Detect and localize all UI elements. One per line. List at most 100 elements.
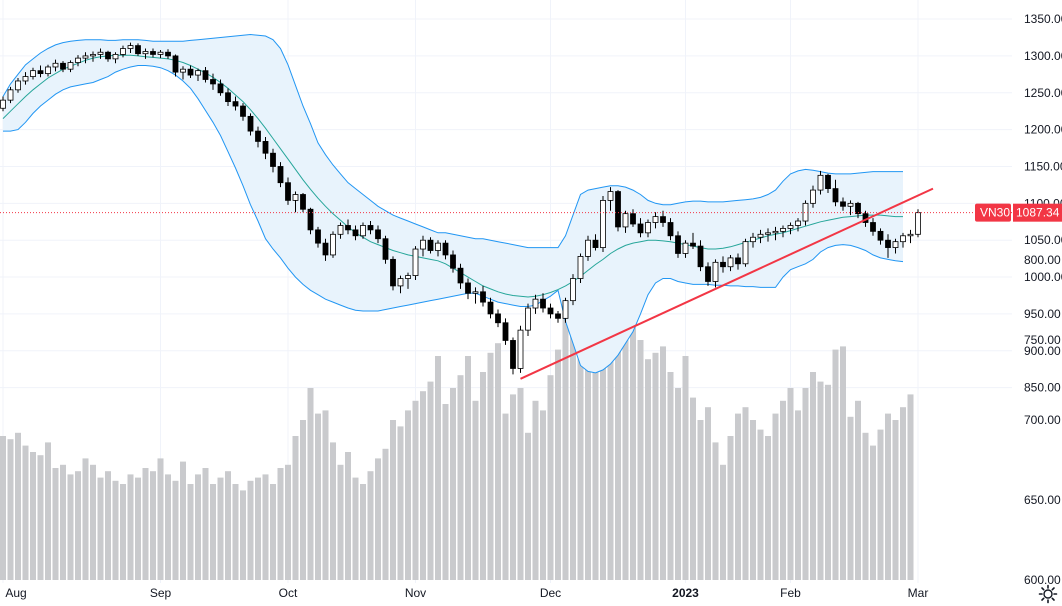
candle[interactable] bbox=[727, 254, 734, 272]
candle[interactable] bbox=[352, 225, 359, 241]
candle[interactable] bbox=[7, 86, 14, 104]
candle[interactable] bbox=[217, 79, 224, 96]
candle[interactable] bbox=[202, 66, 209, 83]
candle[interactable] bbox=[112, 52, 119, 64]
candle[interactable] bbox=[652, 212, 659, 229]
candle[interactable] bbox=[322, 238, 329, 261]
candle[interactable] bbox=[892, 238, 899, 254]
candle[interactable] bbox=[555, 310, 561, 323]
candle[interactable] bbox=[367, 221, 374, 235]
candle[interactable] bbox=[52, 59, 59, 72]
candle[interactable] bbox=[420, 235, 426, 257]
candle[interactable] bbox=[180, 66, 186, 80]
candle[interactable] bbox=[810, 185, 816, 208]
candle[interactable] bbox=[675, 231, 681, 258]
candle[interactable] bbox=[787, 222, 794, 235]
candle[interactable] bbox=[300, 193, 306, 213]
candle[interactable] bbox=[540, 293, 546, 313]
candle[interactable] bbox=[825, 173, 831, 194]
candle[interactable] bbox=[780, 225, 786, 238]
candle[interactable] bbox=[577, 253, 584, 283]
candle[interactable] bbox=[915, 209, 921, 238]
candle[interactable] bbox=[37, 65, 44, 78]
candle[interactable] bbox=[150, 48, 156, 58]
candle[interactable] bbox=[622, 210, 629, 233]
candle[interactable] bbox=[750, 232, 756, 248]
candle[interactable] bbox=[232, 96, 239, 111]
candle[interactable] bbox=[142, 48, 149, 59]
candle[interactable] bbox=[667, 218, 674, 241]
candle[interactable] bbox=[772, 226, 779, 241]
candle[interactable] bbox=[480, 285, 486, 307]
candle[interactable] bbox=[90, 51, 96, 62]
candle[interactable] bbox=[165, 49, 171, 59]
candle[interactable] bbox=[45, 64, 51, 77]
price-axis[interactable]: 1350.001300.001250.001200.001150.001100.… bbox=[1024, 12, 1062, 587]
candle[interactable] bbox=[465, 278, 471, 300]
candle[interactable] bbox=[442, 240, 449, 260]
candle[interactable] bbox=[510, 337, 516, 375]
candle[interactable] bbox=[450, 250, 456, 273]
candle[interactable] bbox=[397, 275, 404, 294]
candle[interactable] bbox=[765, 228, 771, 242]
candle[interactable] bbox=[127, 42, 134, 53]
candle[interactable] bbox=[240, 103, 246, 121]
candle[interactable] bbox=[877, 228, 884, 245]
candle[interactable] bbox=[22, 72, 29, 85]
candle[interactable] bbox=[847, 200, 854, 216]
candlestick-series[interactable] bbox=[0, 42, 921, 375]
candle[interactable] bbox=[907, 229, 914, 244]
candle[interactable] bbox=[705, 262, 711, 286]
candle[interactable] bbox=[817, 170, 824, 195]
candle[interactable] bbox=[690, 232, 696, 250]
candle[interactable] bbox=[735, 253, 741, 270]
candle[interactable] bbox=[720, 256, 726, 273]
candle[interactable] bbox=[285, 177, 291, 205]
candle[interactable] bbox=[277, 162, 284, 188]
candle[interactable] bbox=[570, 274, 576, 306]
candle[interactable] bbox=[172, 54, 179, 77]
candle[interactable] bbox=[30, 67, 36, 80]
candle[interactable] bbox=[885, 234, 891, 258]
candle[interactable] bbox=[840, 197, 846, 211]
candle[interactable] bbox=[795, 218, 801, 232]
candle[interactable] bbox=[105, 50, 111, 62]
candle[interactable] bbox=[600, 195, 606, 252]
candle[interactable] bbox=[315, 226, 321, 248]
time-axis[interactable]: Aug Sep Oct Nov Dec 2023 Feb Mar bbox=[5, 586, 928, 600]
candle[interactable] bbox=[97, 48, 104, 59]
candle[interactable] bbox=[502, 318, 509, 345]
candle[interactable] bbox=[562, 297, 569, 323]
candle[interactable] bbox=[225, 88, 231, 107]
candle[interactable] bbox=[757, 229, 764, 244]
candle[interactable] bbox=[697, 240, 704, 272]
candle[interactable] bbox=[412, 246, 419, 281]
candle[interactable] bbox=[592, 234, 599, 251]
candle[interactable] bbox=[382, 235, 389, 264]
candle[interactable] bbox=[547, 303, 554, 319]
candle[interactable] bbox=[360, 222, 366, 239]
candle[interactable] bbox=[585, 235, 591, 261]
candle[interactable] bbox=[900, 232, 906, 248]
candle[interactable] bbox=[495, 309, 501, 328]
gear-icon[interactable] bbox=[1038, 584, 1058, 604]
candle[interactable] bbox=[637, 218, 644, 238]
candle[interactable] bbox=[457, 263, 464, 289]
candle[interactable] bbox=[517, 325, 524, 373]
candle[interactable] bbox=[487, 297, 494, 319]
candle[interactable] bbox=[262, 137, 269, 160]
candle[interactable] bbox=[157, 50, 164, 59]
candle[interactable] bbox=[82, 52, 89, 64]
candle[interactable] bbox=[337, 222, 344, 239]
candle[interactable] bbox=[292, 191, 299, 213]
candle[interactable] bbox=[375, 225, 381, 244]
candle[interactable] bbox=[75, 55, 81, 67]
candle[interactable] bbox=[405, 272, 411, 289]
candle[interactable] bbox=[210, 73, 216, 90]
trendline[interactable] bbox=[520, 187, 934, 380]
candle[interactable] bbox=[255, 126, 261, 148]
candle[interactable] bbox=[15, 78, 21, 93]
candle[interactable] bbox=[330, 231, 336, 258]
candle[interactable] bbox=[712, 259, 719, 288]
